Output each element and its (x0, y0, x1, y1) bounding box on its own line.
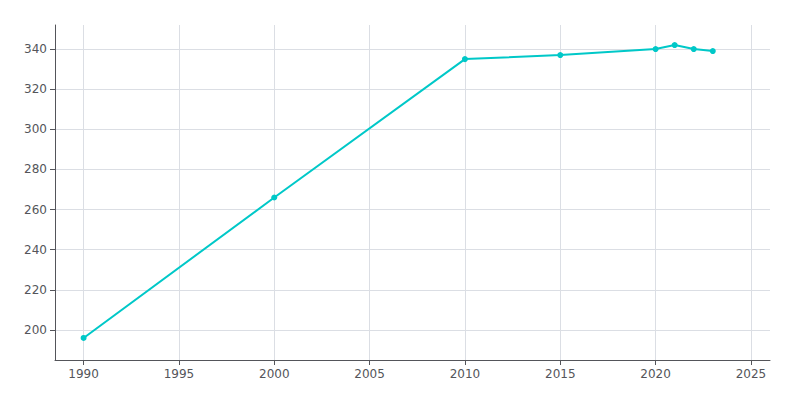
svg-text:2010: 2010 (450, 367, 481, 381)
svg-text:320: 320 (24, 82, 47, 96)
svg-text:260: 260 (24, 203, 47, 217)
svg-text:200: 200 (24, 323, 47, 337)
svg-text:280: 280 (24, 162, 47, 176)
svg-text:220: 220 (24, 283, 47, 297)
svg-text:2005: 2005 (354, 367, 385, 381)
svg-text:2020: 2020 (640, 367, 671, 381)
svg-text:2025: 2025 (736, 367, 767, 381)
svg-text:1990: 1990 (68, 367, 99, 381)
svg-text:300: 300 (24, 122, 47, 136)
svg-text:2000: 2000 (259, 367, 290, 381)
svg-text:340: 340 (24, 42, 47, 56)
svg-text:1995: 1995 (164, 367, 195, 381)
svg-text:2015: 2015 (545, 367, 576, 381)
svg-text:240: 240 (24, 243, 47, 257)
